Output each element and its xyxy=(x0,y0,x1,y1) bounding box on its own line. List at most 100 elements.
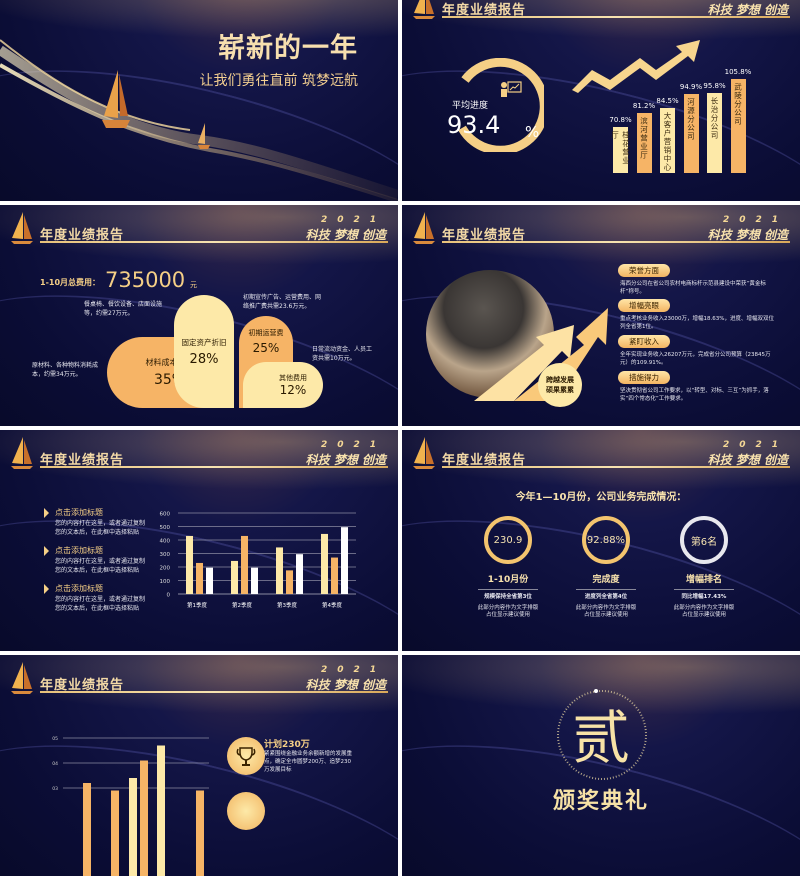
badge-line2: 硕果累累 xyxy=(538,385,582,395)
sail-logo-icon xyxy=(412,211,436,245)
header-divider xyxy=(442,241,790,243)
header-year: 2021 xyxy=(321,215,386,225)
metric-desc: 占位显示建议使用 xyxy=(561,611,651,620)
bar xyxy=(83,783,91,876)
sailboat-icon xyxy=(100,68,132,130)
bar-value-label: 105.8% xyxy=(723,68,754,76)
metric-value: 第6名 xyxy=(691,533,717,548)
metric-label: 1-10月份 xyxy=(463,572,553,585)
presentation-chart-icon xyxy=(500,81,522,97)
bar xyxy=(157,746,165,876)
y-tick-label: 05 xyxy=(52,736,58,742)
bar-category-label: 桂花营业厅 xyxy=(610,131,632,173)
header-year: 2021 xyxy=(723,440,788,450)
bar xyxy=(286,570,293,594)
y-tick-label: 0 xyxy=(167,593,171,599)
y-tick-label: 03 xyxy=(52,786,58,792)
total-cost-label: 1-10月总费用： xyxy=(40,277,100,288)
bar xyxy=(196,563,203,594)
metric-value: 92.88% xyxy=(587,535,625,546)
bar-category-label: 大客户营销中心 xyxy=(662,112,673,173)
metric-sub: 规模保持全省第3位 xyxy=(463,593,553,602)
header-year: 2021 xyxy=(723,215,788,225)
item-text: 海西分公司在省公司农村电商标杆示范县建设中荣获“黄金标杆”称号。 xyxy=(620,280,775,296)
metric-desc: 占位显示建议使用 xyxy=(659,611,749,620)
header-divider xyxy=(442,16,790,18)
metric-ring: 第6名 xyxy=(680,516,728,564)
badge-line1: 跨越发展 xyxy=(538,375,582,385)
bar xyxy=(251,568,258,594)
bar xyxy=(140,761,148,876)
sail-logo-icon xyxy=(10,436,34,470)
bar-value-label: 70.8% xyxy=(605,116,636,124)
bar xyxy=(111,791,119,876)
metric-divider xyxy=(478,589,538,590)
metric-value: 230.9 xyxy=(494,535,523,546)
petal-pct: 28% xyxy=(190,352,219,367)
petal-pct: 25% xyxy=(253,341,280,355)
bar: 武陵分公司 xyxy=(731,79,746,173)
plan-title: 计划230万 xyxy=(264,737,310,750)
bar xyxy=(206,568,213,594)
cover-subtitle: 让我们勇往直前 筑梦远航 xyxy=(200,70,358,90)
petal-label: 其他费用 xyxy=(279,373,307,383)
slide-section[interactable]: 贰 颁奖典礼 xyxy=(402,655,800,876)
header-year: 2021 xyxy=(321,440,386,450)
note-fixed-assets: 餐桌椅、餐饮设备、店面设施等，约需27万元。 xyxy=(84,300,169,318)
note-other: 日常流动资金、人员工资共需10万元。 xyxy=(312,345,376,363)
completion-title: 今年1—10月份，公司业务完成情况： xyxy=(402,488,800,503)
bar xyxy=(321,534,328,594)
bar xyxy=(231,561,238,594)
bar: 滨河营业厅 xyxy=(637,113,652,173)
metric-divider xyxy=(674,589,734,590)
bar xyxy=(186,536,193,594)
second-badge xyxy=(227,792,265,830)
petal-other: 其他费用 12% xyxy=(243,362,323,408)
slide-highlights[interactable]: 年度业绩报告 2021 科技 梦想 创造 跨越发展 硕果累累 荣誉方面 海西分公… xyxy=(402,205,800,426)
pill-measures: 措施得力 xyxy=(618,371,670,384)
slide-cover[interactable]: 崭新的一年 让我们勇往直前 筑梦远航 xyxy=(0,0,398,201)
slide-completion[interactable]: 年度业绩报告 2021 科技 梦想 创造 今年1—10月份，公司业务完成情况： … xyxy=(402,430,800,651)
bar-category-label: 武陵分公司 xyxy=(733,83,744,173)
bar: 长治分公司 xyxy=(707,93,722,173)
plan-text: 紧紧围绕金融业务余额新增的发展重点，确定全市圆梦200万、追梦230万发展目标 xyxy=(264,750,354,774)
total-cost-value: 735000 xyxy=(105,268,185,292)
bar xyxy=(276,547,283,594)
note-operating: 初期宣传广告、运营费用、网络推广费共需23.6万元。 xyxy=(243,293,325,311)
bar: 桂花营业厅 xyxy=(613,127,628,173)
petal-fixed-assets: 固定资产折旧 28% xyxy=(174,295,234,408)
progress-label: 平均进度 xyxy=(452,98,488,111)
y-tick-label: 200 xyxy=(160,566,171,572)
y-tick-label: 04 xyxy=(52,761,58,767)
y-tick-label: 100 xyxy=(160,579,171,585)
metric-ring: 230.9 xyxy=(484,516,532,564)
total-cost-unit: 元 xyxy=(190,280,197,290)
y-tick-label: 400 xyxy=(160,539,171,545)
header-divider xyxy=(442,466,790,468)
metric-ring: 92.88% xyxy=(582,516,630,564)
small-sailboat-icon xyxy=(197,122,211,150)
bar-category-label: 滨河营业厅 xyxy=(639,117,650,173)
x-tick-label: 第1季度 xyxy=(187,601,207,609)
slide-costs[interactable]: 年度业绩报告 2021 科技 梦想 创造 1-10月总费用： 735000 元 … xyxy=(0,205,398,426)
bar xyxy=(331,558,338,594)
pill-income: 紧盯收入 xyxy=(618,335,670,348)
x-tick-label: 第4季度 xyxy=(322,601,342,609)
bar-value-label: 84.5% xyxy=(652,97,683,105)
petal-label: 固定资产折旧 xyxy=(182,337,227,348)
sail-logo-icon xyxy=(10,661,34,695)
bar xyxy=(296,554,303,594)
metric-sub: 同比增幅17.43% xyxy=(659,593,749,602)
slide-quarterly[interactable]: 年度业绩报告 2021 科技 梦想 创造 点击添加标题 您的内容打在这里，或者通… xyxy=(0,430,398,651)
y-tick-label: 300 xyxy=(160,552,171,558)
pill-growth: 增幅亮眼 xyxy=(618,299,670,312)
header-divider xyxy=(40,691,388,693)
trophy-icon xyxy=(227,737,265,775)
bar xyxy=(241,536,248,594)
y-tick-label: 500 xyxy=(160,525,171,531)
bar xyxy=(129,778,137,876)
x-tick-label: 第3季度 xyxy=(277,601,297,609)
bar-category-label: 长治分公司 xyxy=(709,97,720,173)
